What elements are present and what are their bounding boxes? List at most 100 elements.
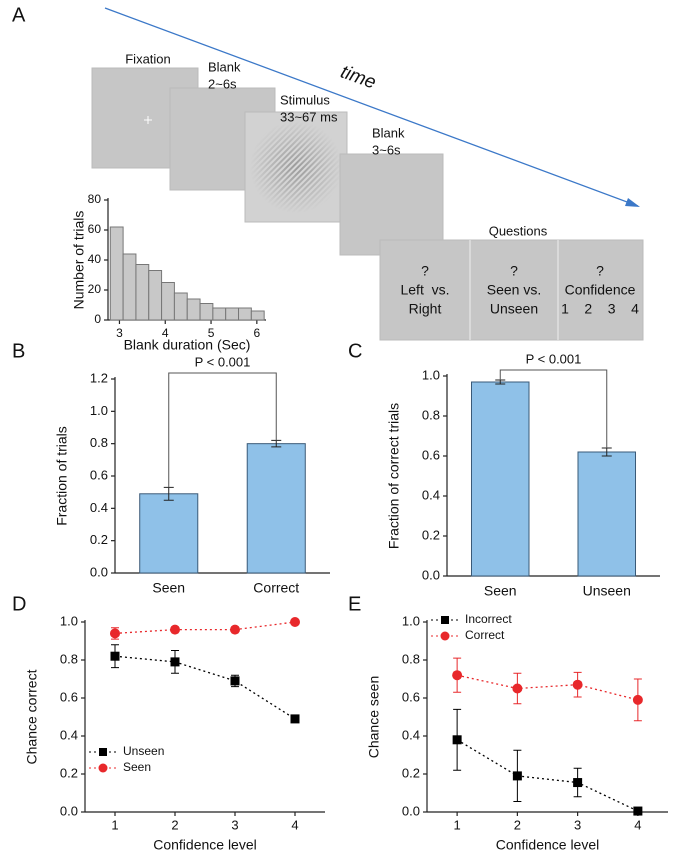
y-tick-label: 80 — [88, 192, 102, 206]
annotation: P < 0.001 — [526, 351, 582, 366]
y-tick-label: 0.6 — [60, 689, 78, 704]
y-tick-label: 0.8 — [90, 435, 108, 450]
x-tick-label: 1 — [111, 817, 118, 832]
panel-label: E — [348, 593, 361, 615]
x-axis-title: Confidence level — [153, 837, 257, 853]
legend-label: Seen — [123, 760, 151, 774]
questions-box — [379, 239, 644, 341]
x-axis-title: Confidence level — [496, 837, 600, 853]
question-text: Right — [409, 301, 442, 317]
x-tick-label: Seen — [152, 580, 185, 596]
panel-label: D — [12, 593, 26, 615]
x-tick-label: Correct — [253, 580, 299, 596]
x-tick-label: 3 — [574, 817, 581, 832]
grating — [246, 113, 346, 221]
legend-marker — [440, 631, 450, 641]
y-tick-label: 0.2 — [422, 527, 440, 542]
x-tick-label: Unseen — [583, 583, 631, 599]
y-tick-label: 0.4 — [90, 500, 108, 515]
series-line — [456, 739, 639, 812]
y-tick-label: 0.6 — [422, 447, 440, 462]
y-tick-label: 0.2 — [90, 532, 108, 547]
screen-label: Blank — [208, 59, 241, 74]
x-axis-title: Blank duration (Sec) — [124, 337, 251, 353]
question-text: ? — [596, 263, 604, 279]
screen — [339, 153, 444, 256]
question-text: Confidence — [565, 282, 636, 298]
panel-label: A — [12, 4, 26, 26]
point — [170, 657, 180, 667]
point — [633, 806, 643, 816]
screen-label: Fixation — [125, 51, 171, 66]
screen-label: Blank — [372, 125, 405, 140]
screen-label: 33~67 ms — [280, 109, 338, 124]
x-tick-label: 4 — [291, 817, 298, 832]
y-tick-label: 1.0 — [60, 613, 78, 628]
legend-marker — [441, 616, 449, 624]
x-tick-label: 4 — [634, 817, 641, 832]
series-line — [114, 621, 296, 635]
y-axis-title: Chance seen — [366, 676, 382, 759]
legend-label: Unseen — [123, 744, 164, 758]
point — [230, 676, 240, 686]
annotation: P < 0.001 — [195, 354, 251, 369]
screen-label: Stimulus — [280, 92, 330, 107]
point — [632, 694, 643, 705]
series-line — [456, 674, 639, 701]
x-tick-label: 2 — [514, 817, 521, 832]
point — [290, 714, 300, 724]
histogram-bar — [135, 264, 150, 321]
y-tick-label: 0.6 — [402, 689, 420, 704]
fixation-cross — [144, 116, 152, 124]
y-tick-label: 0.8 — [60, 651, 78, 666]
histogram-bar — [161, 282, 175, 321]
y-tick-label: 0.8 — [402, 651, 420, 666]
y-tick-label: 0.0 — [402, 803, 420, 818]
y-tick-label: 0.0 — [90, 564, 108, 579]
x-tick-label: 6 — [253, 326, 260, 340]
x-tick-label: 4 — [162, 326, 169, 340]
time-label: time — [338, 62, 379, 94]
y-axis-title: Fraction of trials — [54, 426, 70, 526]
question-text: ? — [510, 263, 518, 279]
y-tick-label: 0 — [94, 312, 101, 326]
histogram-bar — [238, 307, 252, 321]
point — [170, 624, 180, 635]
y-tick-label: 0.4 — [60, 727, 78, 742]
x-tick-label: Seen — [484, 583, 517, 599]
y-tick-label: 1.0 — [402, 613, 420, 628]
y-tick-label: 0.6 — [90, 467, 108, 482]
significance-bracket — [499, 369, 608, 448]
histogram-bar — [186, 298, 201, 321]
y-tick-label: 20 — [88, 282, 102, 296]
screen-label: 3~6s — [372, 142, 401, 157]
point — [110, 651, 120, 661]
point — [452, 735, 462, 745]
questions-title: Questions — [489, 223, 548, 238]
y-tick-label: 1.2 — [90, 370, 108, 385]
legend-marker — [98, 763, 108, 773]
question-text: 1 2 3 4 — [561, 301, 639, 317]
histogram-bar — [109, 226, 124, 321]
panel-label: B — [12, 340, 25, 362]
legend-label: Incorrect — [465, 612, 512, 626]
y-tick-label: 1.0 — [90, 403, 108, 418]
x-tick-label: 3 — [116, 326, 123, 340]
histogram-bar — [173, 292, 188, 321]
bar — [577, 451, 637, 577]
histogram-bar — [250, 310, 265, 321]
point — [452, 670, 463, 681]
histogram-bar — [199, 303, 214, 321]
question-text: Unseen — [490, 301, 538, 317]
x-tick-label: 3 — [231, 817, 238, 832]
bar — [470, 381, 530, 577]
screen-label: 2~6s — [208, 76, 237, 91]
x-tick-label: 1 — [454, 817, 461, 832]
histogram-bar — [122, 253, 137, 321]
y-tick-label: 1.0 — [422, 367, 440, 382]
bar — [246, 443, 306, 574]
point — [512, 771, 522, 781]
y-tick-label: 40 — [88, 252, 102, 266]
question-text: ? — [421, 263, 429, 279]
